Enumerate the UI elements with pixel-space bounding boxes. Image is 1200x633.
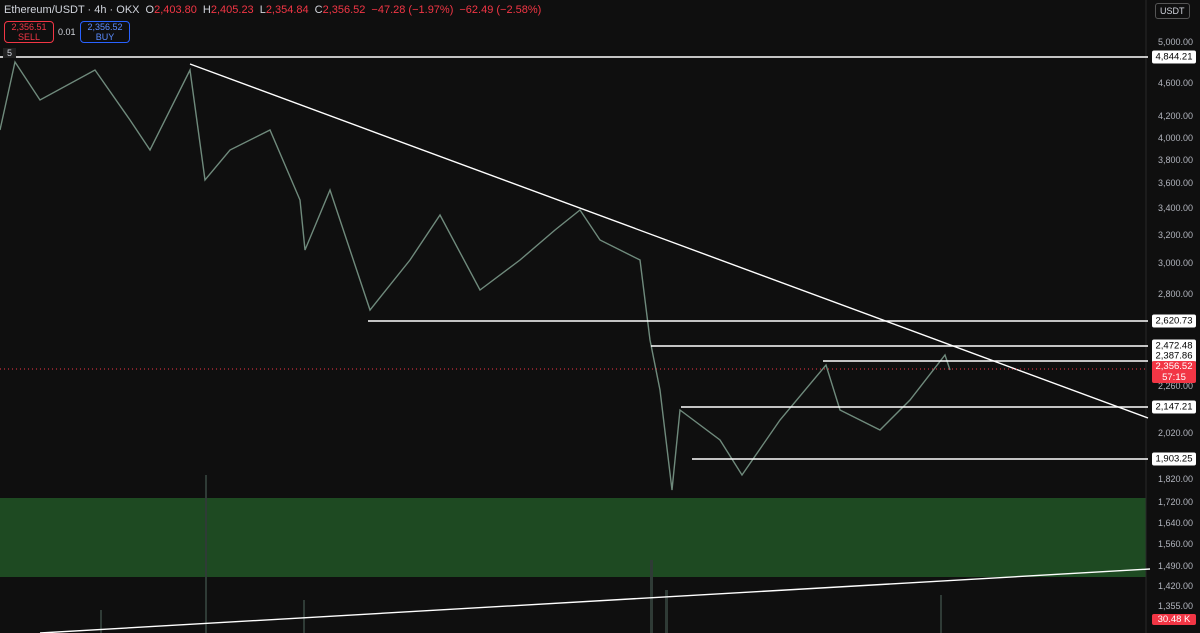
axis-label: 2,020.00: [1158, 428, 1194, 438]
axis-label: 3,800.00: [1158, 155, 1194, 165]
sell-price: 2,356.51: [11, 22, 47, 32]
symbol: Ethereum/USDT · 4h · OKX: [4, 4, 140, 16]
legend: Ethereum/USDT · 4h · OKX O2,403.80 H2,405…: [4, 4, 541, 16]
currency-select[interactable]: USDT: [1155, 3, 1190, 19]
badge: 5: [3, 48, 17, 58]
level-tag: 2,147.21: [1152, 400, 1196, 414]
ohlc-value: 2,356.52: [322, 4, 366, 16]
sell-button[interactable]: 2,356.51 SELL: [4, 21, 54, 43]
current-price-tag: 2,356.52 57:15: [1152, 361, 1196, 383]
level-tag: 2,620.73: [1152, 314, 1196, 328]
axis-label: 1,490.00: [1158, 561, 1194, 571]
ohlc-key: C: [314, 4, 323, 16]
volume-tag: 30.48 K: [1152, 614, 1196, 625]
level-tag: 2,387.86: [1152, 349, 1196, 363]
axis-label: 4,000.00: [1158, 133, 1194, 143]
axis-label: 3,600.00: [1158, 178, 1194, 188]
axis-label: 1,640.00: [1158, 518, 1194, 528]
ohlc-item: L2,354.84: [260, 4, 309, 16]
axis-label: 3,000.00: [1158, 258, 1194, 268]
current-price: 2,356.52: [1155, 361, 1193, 372]
axis-label: 1,420.00: [1158, 581, 1194, 591]
drawings: [0, 56, 1151, 633]
axis-label: 4,600.00: [1158, 78, 1194, 88]
change: −62.49 (−2.58%): [459, 4, 542, 16]
demand-zone: [0, 498, 1146, 577]
ohlc-key: H: [202, 4, 211, 16]
axis-label: 1,560.00: [1158, 539, 1194, 549]
ohlc-item: C2,356.52: [315, 4, 366, 16]
axis-label: 3,400.00: [1158, 203, 1194, 213]
change: −47.28 (−1.97%): [371, 4, 454, 16]
price-path: [0, 60, 951, 491]
spread: 0.01: [58, 27, 76, 37]
ohlc-value: 2,405.23: [210, 4, 254, 16]
countdown: 57:15: [1162, 372, 1186, 383]
buy-label: BUY: [95, 32, 115, 42]
buy-button[interactable]: 2,356.52 BUY: [80, 21, 130, 43]
ohlc-value: 2,403.80: [154, 4, 197, 16]
axis-label: 1,820.00: [1158, 474, 1194, 484]
level-tag: 4,844.21: [1152, 50, 1196, 64]
ohlc-key: O: [145, 4, 155, 16]
axis-label: 3,200.00: [1158, 230, 1194, 240]
level-tag: 1,903.25: [1152, 452, 1196, 466]
axis-label: 5,000.00: [1158, 37, 1194, 47]
sell-label: SELL: [17, 32, 41, 42]
volume-bars: [100, 475, 942, 633]
axis-label: 1,720.00: [1158, 497, 1194, 507]
level-tag: 2,472.48: [1152, 339, 1196, 353]
ohlc-item: H2,405.23: [203, 4, 254, 16]
ohlc-item: O2,403.80: [146, 4, 197, 16]
ohlc-key: L: [259, 4, 266, 16]
axis-label: 4,200.00: [1158, 111, 1194, 121]
ohlc-value: 2,354.84: [265, 4, 309, 16]
axis-label: 2,800.00: [1158, 289, 1194, 299]
axis-label: 2,260.00: [1158, 381, 1194, 391]
buy-price: 2,356.52: [87, 22, 123, 32]
ohlc: O2,403.80 H2,405.23 L2,354.84 C2,356.52: [146, 4, 366, 16]
axis-label: 1,355.00: [1158, 601, 1194, 611]
